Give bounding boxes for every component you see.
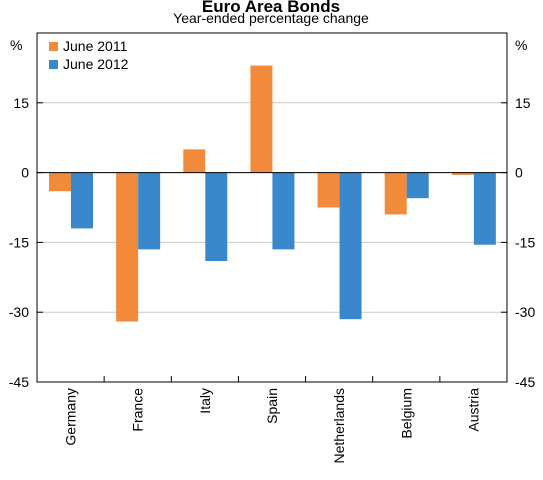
- bar: [138, 172, 161, 250]
- chart-title: Euro Area Bonds: [202, 0, 340, 16]
- legend-label: June 2012: [63, 56, 129, 72]
- y-tick-label-right: 0: [515, 165, 523, 181]
- x-tick-label: Austria: [465, 388, 481, 432]
- plot-frame: [36, 32, 508, 383]
- bar: [71, 172, 93, 229]
- x-tick-label: Belgium: [398, 388, 414, 439]
- x-tick-label: France: [130, 388, 146, 432]
- bar: [49, 172, 71, 192]
- y-tick-label-left: 0: [21, 165, 29, 181]
- x-tick-label: Germany: [63, 388, 79, 446]
- x-tick-label: Italy: [197, 388, 213, 414]
- bar: [272, 172, 295, 250]
- bar: [250, 65, 273, 173]
- y-tick-label-left: -45: [9, 374, 29, 390]
- bars: [49, 65, 496, 322]
- x-tick-label: Spain: [264, 388, 280, 424]
- legend-swatch: [49, 42, 58, 51]
- bar: [183, 149, 206, 173]
- bar: [384, 172, 407, 215]
- bar: [451, 172, 474, 175]
- legend-label: June 2011: [63, 38, 128, 54]
- bar: [116, 172, 139, 322]
- left-unit-label: %: [10, 37, 22, 53]
- y-tick-label-left: -30: [9, 304, 29, 320]
- bar: [205, 172, 228, 262]
- bar: [317, 172, 340, 208]
- y-tick-label-right: -15: [515, 234, 535, 250]
- x-tick-label: Netherlands: [331, 388, 347, 464]
- y-tick-label-right: 15: [515, 95, 531, 111]
- bar: [473, 172, 496, 245]
- axes: 15 15 0 0 -15 -15 -30 -30 -45 -45 Germany France Ita…: [9, 32, 535, 464]
- right-unit-label: %: [515, 37, 527, 53]
- y-tick-label-left: -15: [9, 234, 29, 250]
- bar: [406, 172, 429, 199]
- legend-swatch: [49, 60, 58, 69]
- chart-subtitle: Year-ended percentage change: [173, 10, 369, 26]
- y-tick-label-left: 15: [13, 95, 29, 111]
- bar: [339, 172, 362, 320]
- legend: June 2011 June 2012: [49, 38, 129, 72]
- y-tick-label-right: -45: [515, 374, 535, 390]
- y-tick-label-right: -30: [515, 304, 535, 320]
